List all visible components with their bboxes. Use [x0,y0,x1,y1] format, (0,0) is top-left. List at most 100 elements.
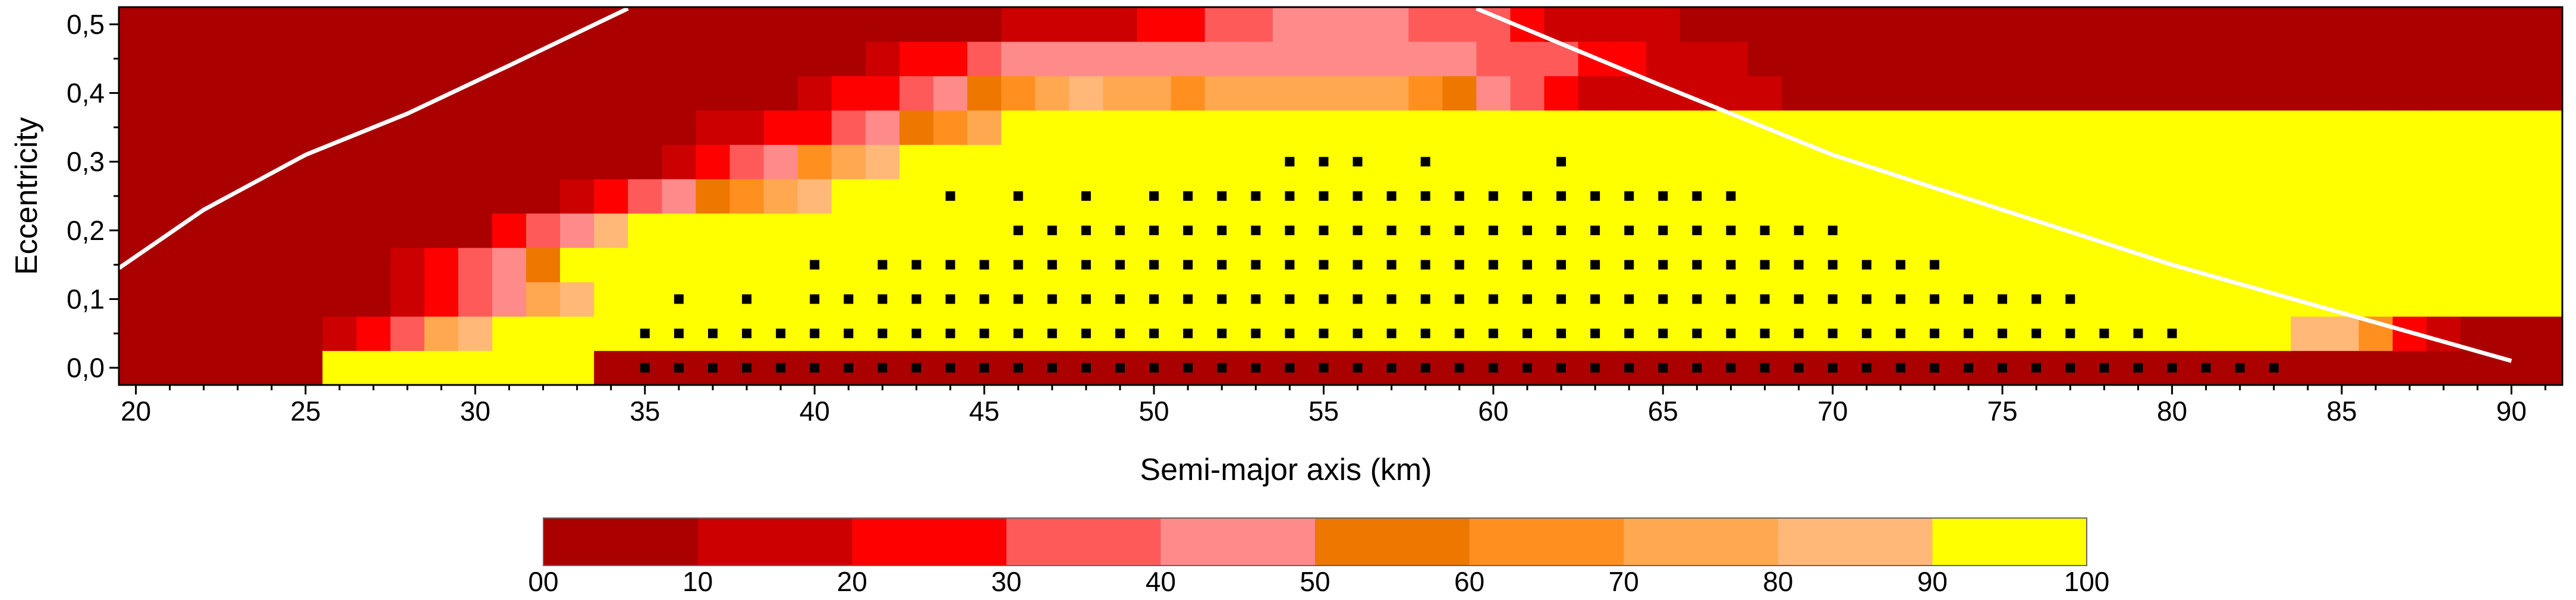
heatmap-cell [458,247,493,283]
heatmap-cell [594,282,628,317]
stable-marker [1013,329,1023,339]
stable-marker [2031,363,2042,373]
heatmap-cell [2053,247,2088,283]
heatmap-cell [2494,282,2529,317]
heatmap-cell [2494,316,2529,351]
heatmap-cell [288,179,323,214]
colorbar-label: 100 [2064,566,2110,597]
x-axis-label: Semi-major axis (km) [1140,453,1432,487]
heatmap-cell [356,213,391,248]
heatmap-cell [1272,75,1307,111]
heatmap-cell [2223,316,2257,351]
heatmap-cell [1646,7,1681,42]
heatmap-cell [221,247,255,283]
stable-marker [1081,225,1091,235]
heatmap-cell [390,75,425,111]
heatmap-cell [526,350,561,386]
stable-marker [1590,329,1600,339]
heatmap-cell [560,144,595,179]
stable-marker [707,329,718,339]
stable-marker [844,363,854,373]
stable-marker [1081,363,1091,373]
heatmap-cell [356,41,391,77]
heatmap-cell [2019,144,2054,179]
stable-marker [1251,191,1261,201]
heatmap-cell [1985,75,2020,111]
stable-marker [1149,225,1159,235]
heatmap-cell [1035,144,1070,179]
stable-marker [1285,363,1295,373]
colorbar: 00 10 20 30 40 50 60 70 80 90 100 [528,517,2110,597]
heatmap-cell [2087,7,2122,42]
heatmap-cell [2426,350,2461,386]
heatmap-cell [119,144,153,179]
heatmap-cell [2087,179,2122,214]
heatmap-cell [390,316,425,351]
heatmap-cell [288,247,323,283]
stable-marker [1183,191,1193,201]
heatmap-cell [492,213,527,248]
heatmap-cell [322,7,357,42]
stable-marker [979,294,989,304]
heatmap-cell [390,7,425,42]
stable-marker [1658,225,1668,235]
stable-marker [1692,294,1702,304]
heatmap-cell [2325,213,2360,248]
heatmap-cell [187,7,221,42]
heatmap-cell [1578,144,1613,179]
stable-marker [1488,363,1498,373]
heatmap-cell [1917,213,1952,248]
colorbar-label: 50 [1300,566,1330,597]
heatmap-cell [1544,75,1579,111]
stable-marker [640,329,650,339]
heatmap-cell [1171,110,1206,145]
heatmap-cell [1510,110,1545,145]
heatmap-cell [390,350,425,386]
heatmap-cell [594,350,628,386]
heatmap-cell [2223,110,2257,145]
heatmap-cell [1171,41,1206,77]
heatmap-cell [1137,7,1172,42]
stable-marker [1285,191,1295,201]
heatmap-cell [526,7,561,42]
stable-marker [1319,294,1329,304]
heatmap-cell [322,316,357,351]
heatmap-cell [729,7,765,42]
heatmap-cell [594,179,628,214]
heatmap-cell [2257,316,2291,351]
heatmap-cell [2053,144,2088,179]
stable-marker [1929,329,1939,339]
heatmap-cell [865,41,900,77]
heatmap-cell [2392,41,2427,77]
heatmap-cell [2460,75,2495,111]
heatmap-cell [1476,75,1511,111]
stable-marker [1794,260,1804,270]
heatmap-cell [1035,179,1070,214]
stable-marker [810,260,820,270]
heatmap-cell [322,247,357,283]
heatmap-cell [187,350,221,386]
heatmap-cell [594,213,628,248]
stable-marker [1454,329,1464,339]
heatmap-cell [322,144,357,179]
heatmap-cell [458,7,493,42]
heatmap-cell [967,41,1002,77]
heatmap-cell [594,144,628,179]
heatmap-cell [2189,316,2223,351]
stable-marker [2031,294,2042,304]
stable-marker [810,294,820,304]
heatmap-cell [2358,41,2393,77]
stable-marker [1285,157,1295,167]
stable-marker [1319,191,1329,201]
stable-marker [2201,363,2211,373]
heatmap-cell [1035,41,1070,77]
heatmap-cell [2460,282,2495,317]
heatmap-cell [1883,110,1918,145]
stable-marker [1149,260,1159,270]
stable-marker [1149,294,1159,304]
stable-marker [1624,225,1634,235]
heatmap-cell [967,179,1002,214]
heatmap-cell [2392,179,2427,214]
heatmap-cell [1782,75,1816,111]
stable-marker [1353,191,1363,201]
